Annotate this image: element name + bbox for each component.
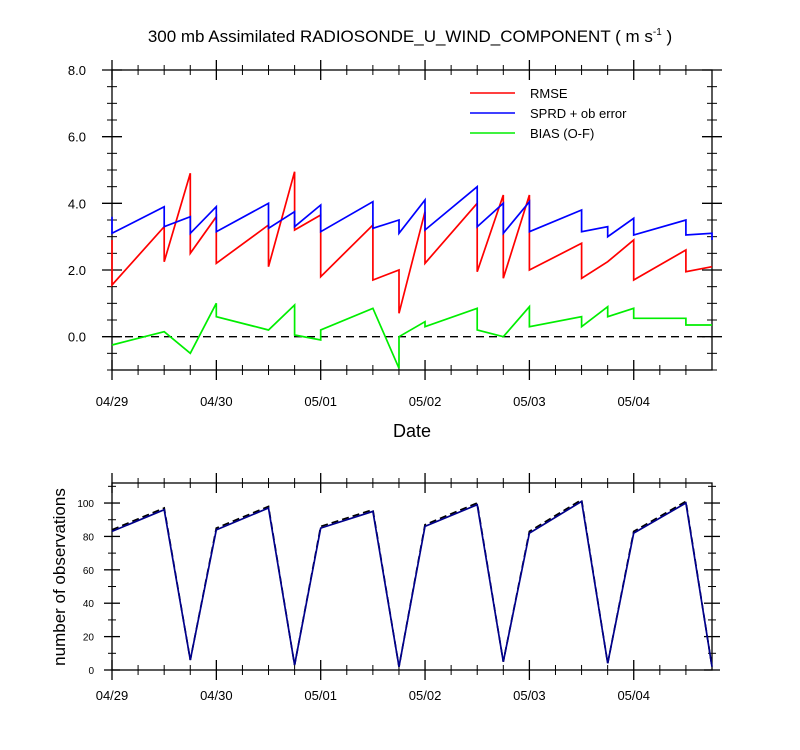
top-y-tick-label: 8.0 [68, 63, 86, 78]
top-x-tick-label: 05/01 [304, 394, 337, 409]
bottom-y-tick-label: 0 [88, 666, 94, 677]
x-axis-label: Date [393, 421, 431, 441]
bottom-x-tick-label: 04/29 [96, 688, 129, 703]
bottom-x-tick-label: 04/30 [200, 688, 233, 703]
top-y-tick-label: 4.0 [68, 196, 86, 211]
top-x-tick-label: 04/30 [200, 394, 233, 409]
bias-series-line [111, 302, 712, 369]
bottom-plot-frame [111, 482, 713, 671]
legend: RMSE SPRD + ob error BIAS (O-F) [470, 86, 627, 141]
bottom-y-tick-label: 60 [83, 566, 95, 577]
top-y-tick-label: 0.0 [68, 330, 86, 345]
top-x-tick-label: 05/02 [409, 394, 442, 409]
legend-label-bias: BIAS (O-F) [530, 126, 594, 141]
bottom-ticks: 04/29 04/30 05/01 05/02 05/03 05/04 0 20 40 60 80 1… [77, 473, 720, 703]
top-ticks: 04/29 04/30 05/01 05/02 05/03 05/04 8.0 6.0 4.0 2… [68, 60, 722, 409]
bottom-x-tick-label: 05/01 [304, 688, 337, 703]
bottom-x-tick-label: 05/04 [617, 688, 650, 703]
top-panel: 04/29 04/30 05/01 05/02 05/03 05/04 8.0 6.0 4.0 2… [68, 60, 722, 441]
top-x-tick-label: 05/04 [617, 394, 650, 409]
obs-possible-series-line [111, 498, 713, 667]
chart-title-main: 300 mb Assimilated RADIOSONDE_U_WIND_COM… [148, 27, 653, 46]
rmse-series-line [111, 171, 713, 314]
bottom-x-tick-label: 05/03 [513, 688, 546, 703]
top-x-tick-label: 05/03 [513, 394, 546, 409]
bottom-y-tick-label: 40 [83, 599, 95, 610]
y-axis-label-observations: number of observations [50, 488, 69, 666]
chart-title-superscript: -1 [653, 27, 662, 38]
legend-label-sprd: SPRD + ob error [530, 106, 627, 121]
bottom-y-tick-label: 80 [83, 532, 95, 543]
bottom-y-tick-label: 20 [83, 633, 95, 644]
bottom-series [111, 498, 713, 667]
top-series [111, 171, 713, 369]
chart-title-end: ) [662, 27, 672, 46]
bottom-y-tick-label: 100 [77, 499, 94, 510]
top-y-tick-label: 2.0 [68, 263, 86, 278]
bottom-x-tick-label: 05/02 [409, 688, 442, 703]
bottom-panel: 04/29 04/30 05/01 05/02 05/03 05/04 0 20 40 60 80 1… [50, 473, 720, 703]
top-x-tick-label: 04/29 [96, 394, 129, 409]
top-y-tick-label: 6.0 [68, 130, 86, 145]
legend-label-rmse: RMSE [530, 86, 568, 101]
sprd-series-line [111, 184, 713, 240]
obs-used-series-line [111, 500, 713, 667]
chart-title: 300 mb Assimilated RADIOSONDE_U_WIND_COM… [148, 27, 672, 46]
